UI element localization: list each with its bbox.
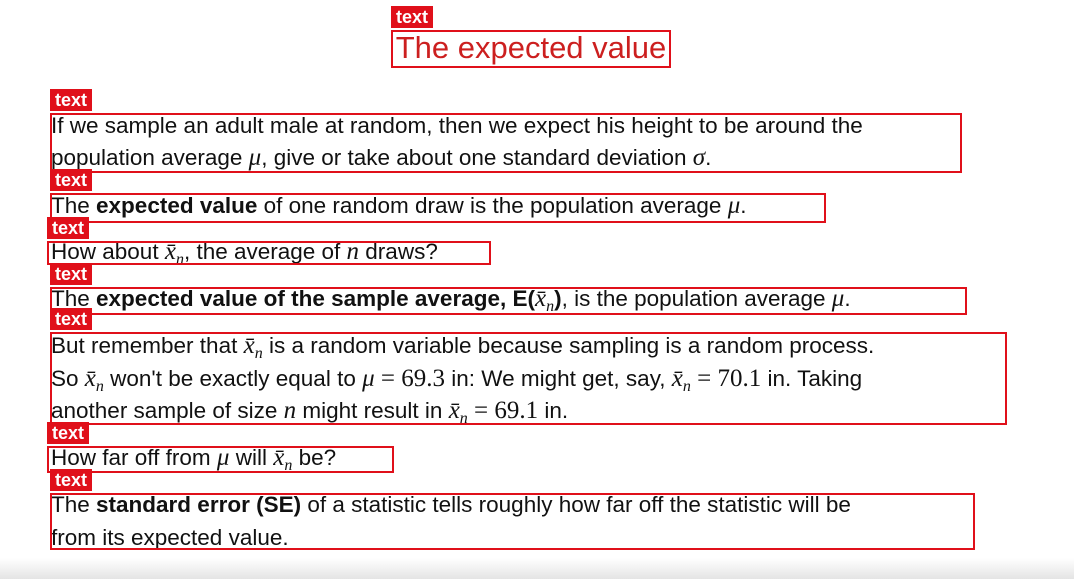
text-run: of one random draw is the population ave… <box>257 193 728 218</box>
text-run: won't be exactly equal to <box>103 366 363 391</box>
bottom-shade <box>0 558 1074 579</box>
text-run: = 70.1 <box>690 365 762 392</box>
text-run: The <box>51 193 97 218</box>
annotation-box <box>50 193 826 223</box>
text-run: x̄ <box>671 365 683 392</box>
annotation-box <box>391 30 671 68</box>
text-run: , the average of <box>183 239 347 264</box>
text-run: n <box>546 298 555 315</box>
annotation-label: text <box>47 217 90 239</box>
annotation-label: text <box>47 422 90 444</box>
text-run: . <box>740 193 747 218</box>
text-line: How about x̄n, the average of n draws? <box>51 236 438 276</box>
text-run: So <box>51 366 85 391</box>
text-line: The expected value of one random draw is… <box>51 190 747 222</box>
text-run: x̄ <box>164 238 176 265</box>
text-run: expected value of the sample average, E( <box>96 286 535 311</box>
text-line: But remember that x̄n is a random variab… <box>51 330 874 370</box>
text-run: n <box>254 345 263 362</box>
text-run: μ <box>831 285 845 312</box>
text-run: of a statistic tells roughly how far off… <box>301 492 851 517</box>
annotation-box <box>47 241 491 265</box>
text-run: μ <box>216 444 230 471</box>
text-run: in. <box>538 398 569 423</box>
text-run: n <box>346 238 360 265</box>
annotation-label: text <box>50 89 93 111</box>
text-run: ) <box>554 286 562 311</box>
text-run: If we sample an adult male at random, th… <box>51 113 863 138</box>
text-run: μ <box>362 365 375 392</box>
text-line: The expected value of the sample average… <box>51 283 851 323</box>
text-run: in. Taking <box>761 366 863 391</box>
annotation-label: text <box>50 169 93 191</box>
text-run: μ <box>727 192 741 219</box>
text-run: The <box>51 286 97 311</box>
text-run: expected value <box>96 193 258 218</box>
text-run: n <box>284 457 293 474</box>
annotation-label: text <box>50 469 93 491</box>
annotation-box <box>50 332 1007 425</box>
text-run: x̄ <box>84 365 96 392</box>
text-run: n <box>682 378 691 395</box>
text-run: x̄ <box>534 285 547 312</box>
text-run: σ <box>692 144 706 171</box>
text-line: So x̄n won't be exactly equal to μ = 69.… <box>51 363 862 403</box>
text-run: How about <box>51 239 165 264</box>
text-run: from its expected value. <box>51 525 289 550</box>
annotation-box <box>47 446 394 473</box>
text-run: x̄ <box>243 332 255 359</box>
text-run: x̄ <box>273 444 285 471</box>
text-run: n <box>175 251 184 268</box>
text-run: in: We might get, say, <box>445 366 672 391</box>
slide-title: The expected value <box>395 30 667 65</box>
text-line: How far off from μ will x̄n be? <box>51 442 336 482</box>
annotation-label: text <box>50 308 93 330</box>
text-run: . <box>844 286 851 311</box>
text-run: = 69.3 <box>374 365 446 392</box>
text-run: might result in <box>296 398 449 423</box>
text-run: another sample of size <box>51 398 284 423</box>
annotation-box <box>50 493 975 550</box>
text-line: population average μ, give or take about… <box>51 142 711 174</box>
text-run: . <box>705 145 712 170</box>
text-run: is a random variable because sampling is… <box>262 333 875 358</box>
text-run: population average <box>51 145 249 170</box>
text-run: standard error (SE) <box>96 492 302 517</box>
text-line: If we sample an adult male at random, th… <box>51 110 863 142</box>
annotation-box <box>50 287 967 315</box>
text-run: draws? <box>359 239 438 264</box>
text-run: , is the population average <box>561 286 832 311</box>
text-line: another sample of size n might result in… <box>51 395 568 435</box>
text-run: μ <box>248 144 262 171</box>
text-run: be? <box>292 445 337 470</box>
text-run: But remember that <box>51 333 244 358</box>
annotation-label: text <box>50 263 93 285</box>
text-run: n <box>459 410 468 427</box>
text-run: x̄ <box>448 397 460 424</box>
text-run: , give or take about one standard deviat… <box>261 145 693 170</box>
annotation-label: text <box>391 6 434 28</box>
text-run: will <box>229 445 274 470</box>
text-run: = 69.1 <box>467 397 539 424</box>
text-run: The <box>51 492 97 517</box>
text-line: from its expected value. <box>51 522 289 554</box>
text-run: n <box>283 397 297 424</box>
text-line: The standard error (SE) of a statistic t… <box>51 489 851 521</box>
annotation-box <box>50 113 962 173</box>
text-run: How far off from <box>51 445 217 470</box>
text-run: n <box>95 378 104 395</box>
